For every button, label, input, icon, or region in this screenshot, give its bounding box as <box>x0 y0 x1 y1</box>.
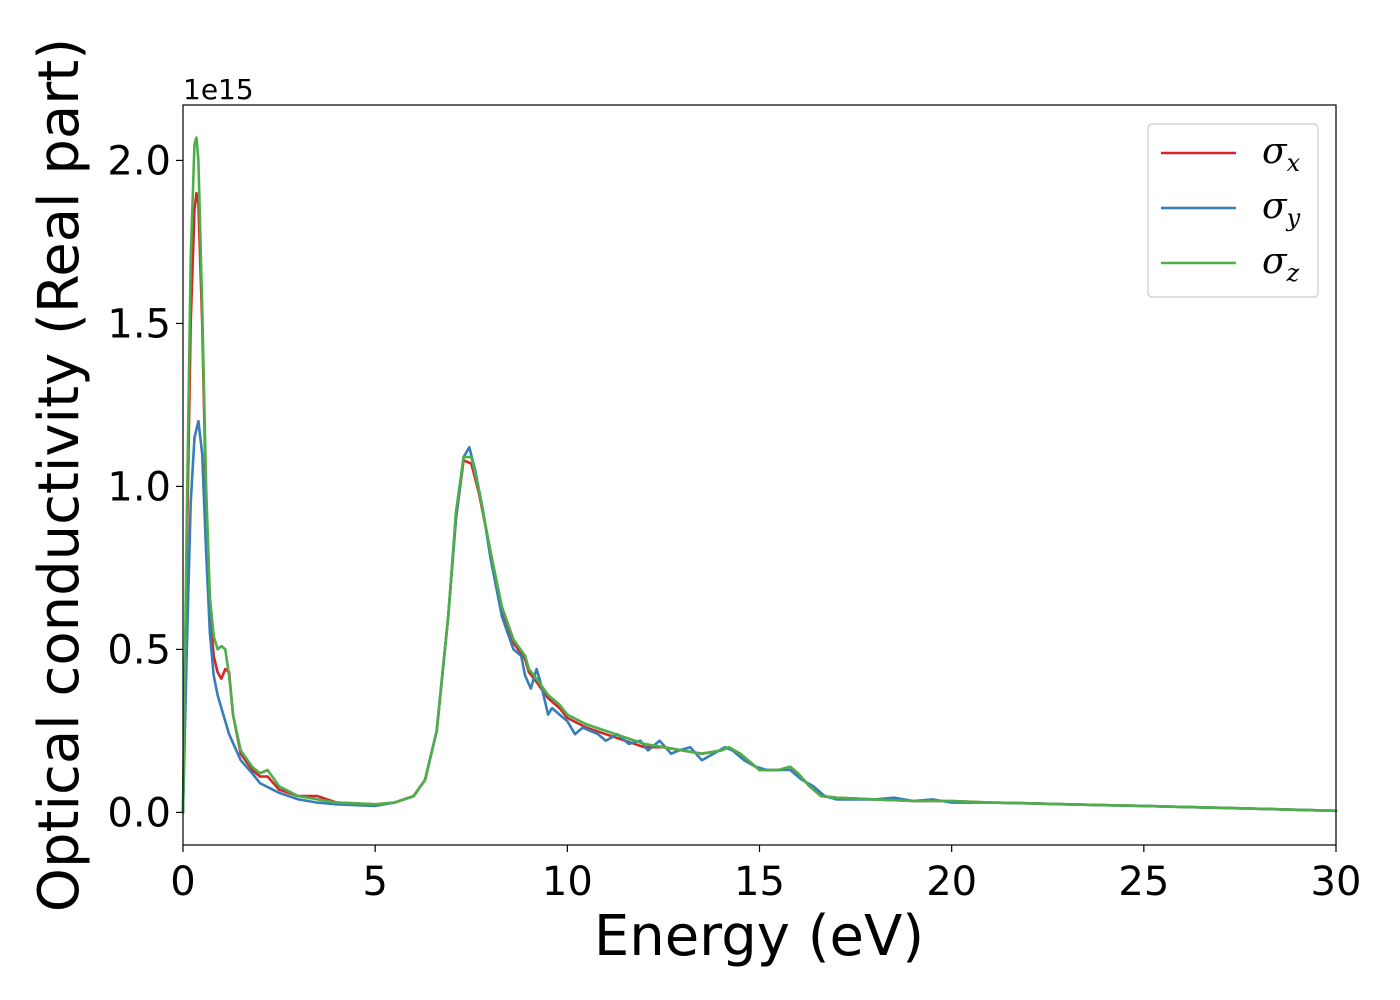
x-tick-label: 15 <box>734 859 785 905</box>
legend: σx σy σz <box>1147 123 1319 298</box>
x-tick-label: 20 <box>926 859 977 905</box>
x-tick-label: 5 <box>362 859 387 905</box>
x-tick-label: 25 <box>1118 859 1169 905</box>
legend-frame <box>1147 123 1319 298</box>
y-tick-label: 1.5 <box>107 301 171 347</box>
y-tick-label: 0.0 <box>107 790 171 836</box>
y-tick-label: 2.0 <box>107 138 171 184</box>
legend-label-x: σx <box>1262 131 1301 177</box>
y-tick-label: 1.0 <box>107 464 171 510</box>
legend-label-y: σy <box>1262 186 1301 232</box>
legend-label-z: σz <box>1262 241 1300 287</box>
y-tick-label: 0.5 <box>107 627 171 673</box>
y-axis-label: Optical conductivity (Real part) <box>27 38 92 912</box>
series-layer <box>181 136 1338 814</box>
y-axis-ticks: 0.0 0.5 1.0 1.5 2.0 <box>107 138 183 836</box>
x-axis-label: Energy (eV) <box>594 904 924 969</box>
x-tick-label: 30 <box>1311 859 1362 905</box>
x-axis-ticks: 0 5 10 15 20 25 30 <box>170 845 1361 905</box>
x-tick-label: 10 <box>542 859 593 905</box>
x-tick-label: 0 <box>170 859 195 905</box>
y-offset-label: 1e15 <box>183 73 254 106</box>
series-line-z <box>181 136 1338 814</box>
